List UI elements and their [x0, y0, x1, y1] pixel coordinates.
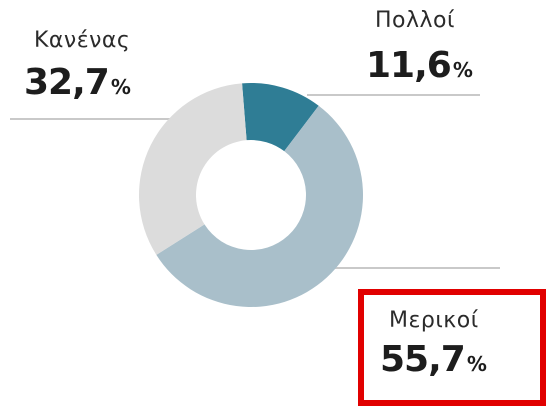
label-merikoi: Μερικοί: [389, 308, 479, 333]
value-kanenas-unit: %: [110, 75, 131, 99]
slice-polloi: [242, 83, 319, 152]
value-merikoi-unit: %: [466, 352, 487, 376]
donut-slices: [139, 83, 363, 307]
label-kanenas: Κανένας: [34, 28, 131, 53]
slice-merikoi: [156, 105, 363, 307]
value-polloi-number: 11,6: [366, 45, 452, 86]
value-merikoi: 55,7%: [380, 342, 487, 378]
value-kanenas: 32,7%: [24, 65, 131, 101]
slice-kanenas: [139, 83, 247, 255]
value-kanenas-number: 32,7: [24, 62, 110, 103]
value-polloi-unit: %: [452, 58, 473, 82]
highlight-box-merikoi: [358, 289, 546, 406]
label-polloi: Πολλοί: [375, 8, 455, 33]
value-polloi: 11,6%: [366, 48, 473, 84]
value-merikoi-number: 55,7: [380, 339, 466, 380]
